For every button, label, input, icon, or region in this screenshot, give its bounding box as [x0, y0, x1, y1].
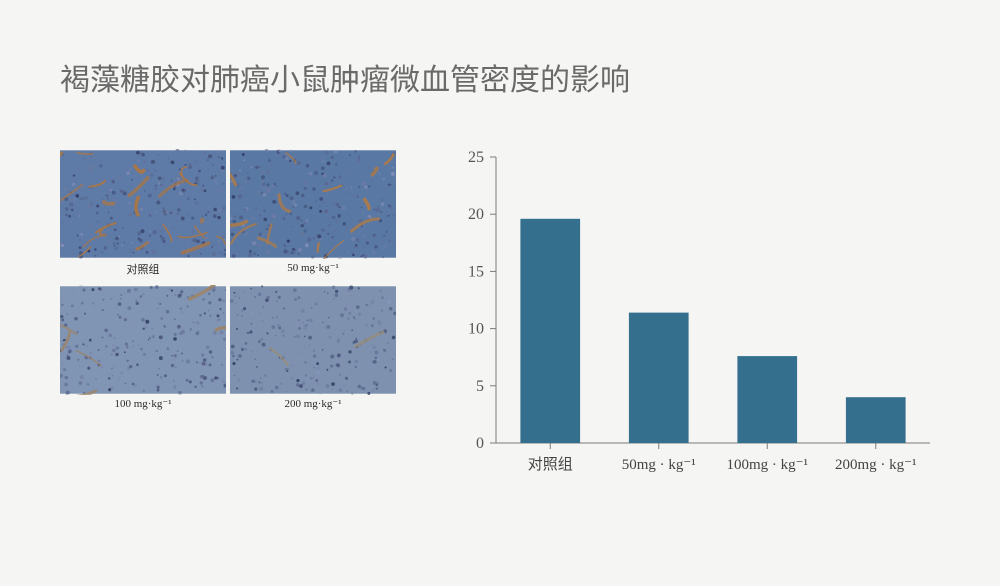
micrograph-caption: 200 mg·kg⁻¹ — [284, 397, 341, 410]
micrograph-cell: 100 mg·kg⁻¹ — [60, 285, 226, 416]
x-category-label: 200mg · kg⁻¹ — [835, 457, 917, 473]
x-category-label: 50mg · kg⁻¹ — [622, 457, 696, 473]
bar — [737, 356, 797, 443]
micrograph-image — [230, 149, 396, 259]
y-tick-label: 15 — [468, 263, 484, 280]
micrograph-image — [60, 149, 226, 259]
micrograph-caption: 100 mg·kg⁻¹ — [114, 397, 171, 410]
micrograph-cell: 50 mg·kg⁻¹ — [230, 149, 396, 283]
micrograph-grid: 对照组 50 mg·kg⁻¹ 100 mg·kg⁻¹ 200 mg·kg⁻¹ — [60, 149, 396, 489]
content-row: 对照组 50 mg·kg⁻¹ 100 mg·kg⁻¹ 200 mg·kg⁻¹ 0 5 10… — [60, 149, 940, 489]
bar-chart: 0 5 10 15 20 25 对照组 50mg · kg⁻¹ 100mg · kg⁻¹ 200m… — [440, 149, 940, 489]
x-category-label: 对照组 — [528, 456, 573, 473]
micrograph-image — [60, 285, 226, 395]
bar — [846, 397, 906, 443]
bar — [629, 313, 689, 443]
y-tick-label: 0 — [476, 435, 484, 452]
micrograph-row: 100 mg·kg⁻¹ 200 mg·kg⁻¹ — [60, 285, 396, 416]
micrograph-image — [230, 285, 396, 395]
y-tick-label: 25 — [468, 149, 484, 166]
page-title: 褐藻糖胶对肺癌小鼠肿瘤微血管密度的影响 — [60, 55, 940, 99]
y-tick-label: 10 — [468, 321, 484, 338]
bar — [520, 219, 580, 443]
micrograph-row: 对照组 50 mg·kg⁻¹ — [60, 149, 396, 283]
bar-chart-svg: 0 5 10 15 20 25 对照组 50mg · kg⁻¹ 100mg · kg⁻¹ 200m… — [440, 149, 940, 489]
y-tick-label: 20 — [468, 206, 484, 223]
slide: 褐藻糖胶对肺癌小鼠肿瘤微血管密度的影响 对照组 50 mg·kg⁻¹ 100 mg·… — [0, 0, 1000, 586]
y-tick-label: 5 — [476, 378, 484, 395]
micrograph-cell: 200 mg·kg⁻¹ — [230, 285, 396, 416]
micrograph-caption: 50 mg·kg⁻¹ — [287, 261, 339, 274]
micrograph-cell: 对照组 — [60, 149, 226, 283]
x-category-label: 100mg · kg⁻¹ — [726, 457, 808, 473]
micrograph-caption: 对照组 — [127, 261, 160, 277]
